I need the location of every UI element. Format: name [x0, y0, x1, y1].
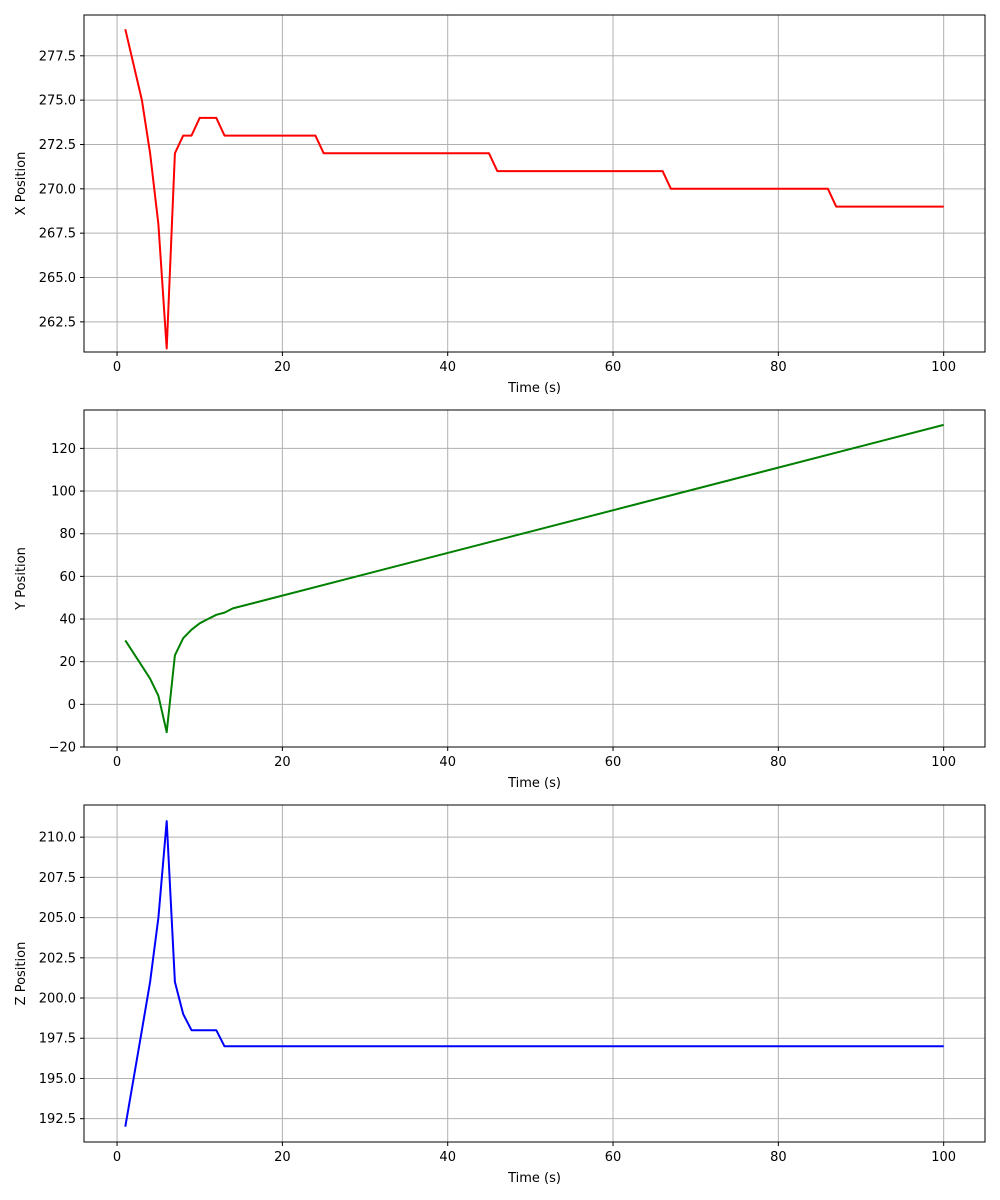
y-position-y-tick-label: 20	[59, 655, 76, 670]
z-position-y-tick-label: 210.0	[39, 831, 76, 846]
z-position-y-tick-label: 197.5	[39, 1032, 76, 1047]
z-position-x-tick-label: 40	[439, 1150, 456, 1165]
y-position-x-tick-label: 20	[274, 755, 291, 770]
z-position-series-line	[124, 820, 944, 1127]
z-position-y-tick-label: 195.0	[39, 1072, 76, 1087]
x-position-y-axis-label: X Position	[14, 152, 29, 216]
z-position-y-tick-label: 202.5	[39, 951, 76, 966]
z-position-x-tick-label: 100	[931, 1150, 956, 1165]
y-position-y-tick-label: 0	[68, 698, 76, 713]
y-position-x-tick-label: 60	[605, 755, 622, 770]
z-position-x-axis-label: Time (s)	[507, 1171, 561, 1186]
y-position-y-tick-label: 40	[59, 613, 76, 628]
x-position-x-axis-label: Time (s)	[507, 381, 561, 396]
z-position-x-tick-label: 20	[274, 1150, 291, 1165]
x-position-x-tick-label: 60	[605, 360, 622, 375]
y-position-y-tick-label: −20	[49, 741, 76, 756]
y-position-y-axis-label: Y Position	[14, 547, 29, 611]
y-position-y-tick-label: 60	[59, 570, 76, 585]
x-position-panel: 0 20 40 60 80 100 262.5 265.0 267.5 270.0 272.5 275…	[14, 14, 986, 396]
x-position-x-tick-label: 20	[274, 360, 291, 375]
y-position-y-tick-label: 120	[51, 442, 76, 457]
x-position-x-tick-label: 100	[931, 360, 956, 375]
y-position-series-line	[124, 423, 944, 734]
z-position-y-tick-label: 192.5	[39, 1112, 76, 1127]
z-position-y-tick-label: 205.0	[39, 911, 76, 926]
x-position-y-tick-label: 265.0	[39, 271, 76, 286]
x-position-x-tick-label: 0	[113, 360, 121, 375]
z-position-panel: 0 20 40 60 80 100 192.5 195.0 197.5 200.0 202.5 205…	[14, 804, 986, 1186]
z-position-x-tick-label: 80	[770, 1150, 787, 1165]
y-position-axes-frame	[83, 409, 986, 748]
y-position-x-tick-label: 0	[113, 755, 121, 770]
z-position-axes-frame	[83, 804, 986, 1143]
x-position-y-tick-label: 272.5	[39, 138, 76, 153]
z-position-y-axis-label: Z Position	[14, 942, 29, 1006]
y-position-panel: 0 20 40 60 80 100 −20 0 20 40 60 80 100 120 Time (s) Y …	[14, 409, 986, 791]
z-position-y-tick-label: 200.0	[39, 992, 76, 1007]
y-position-y-tick-label: 80	[59, 527, 76, 542]
x-position-y-tick-label: 262.5	[39, 315, 76, 330]
z-position-y-tick-label: 207.5	[39, 871, 76, 886]
x-position-y-tick-label: 270.0	[39, 182, 76, 197]
y-position-y-tick-label: 100	[51, 485, 76, 500]
z-position-x-tick-label: 0	[113, 1150, 121, 1165]
y-position-x-tick-label: 100	[931, 755, 956, 770]
x-position-y-tick-label: 267.5	[39, 227, 76, 242]
y-position-x-tick-label: 40	[439, 755, 456, 770]
y-position-x-tick-label: 80	[770, 755, 787, 770]
x-position-x-tick-label: 80	[770, 360, 787, 375]
y-position-x-axis-label: Time (s)	[507, 776, 561, 791]
x-position-y-tick-label: 277.5	[39, 49, 76, 64]
x-position-axes-frame	[83, 14, 986, 353]
x-position-series-line	[124, 28, 944, 350]
x-position-y-tick-label: 275.0	[39, 94, 76, 109]
x-position-x-tick-label: 40	[439, 360, 456, 375]
z-position-x-tick-label: 60	[605, 1150, 622, 1165]
